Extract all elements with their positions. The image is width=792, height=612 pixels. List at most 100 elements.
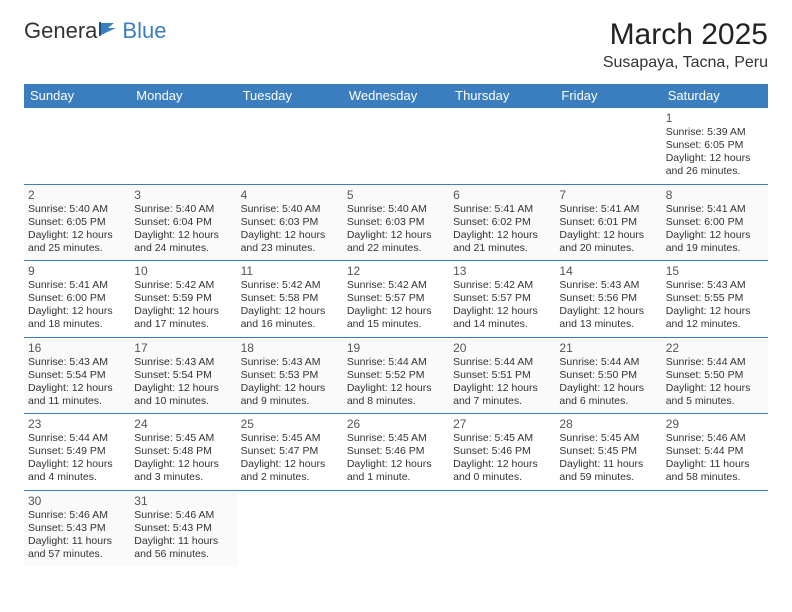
sunset-text: Sunset: 6:04 PM — [134, 216, 232, 229]
daylight-text-2: and 15 minutes. — [347, 318, 445, 331]
header: Genera Blue March 2025 Susapaya, Tacna, … — [24, 18, 768, 72]
empty-cell — [555, 490, 661, 566]
day-cell: 12Sunrise: 5:42 AMSunset: 5:57 PMDayligh… — [343, 261, 449, 338]
sunrise-text: Sunrise: 5:44 AM — [559, 356, 657, 369]
daylight-text-2: and 1 minute. — [347, 471, 445, 484]
sunset-text: Sunset: 5:48 PM — [134, 445, 232, 458]
sunrise-text: Sunrise: 5:45 AM — [134, 432, 232, 445]
daylight-text-1: Daylight: 12 hours — [241, 382, 339, 395]
logo-text-blue: Blue — [122, 18, 166, 44]
daylight-text-1: Daylight: 12 hours — [134, 229, 232, 242]
daylight-text-2: and 26 minutes. — [666, 165, 764, 178]
day-cell: 8Sunrise: 5:41 AMSunset: 6:00 PMDaylight… — [662, 184, 768, 261]
daylight-text-2: and 18 minutes. — [28, 318, 126, 331]
sunset-text: Sunset: 5:53 PM — [241, 369, 339, 382]
day-number: 20 — [453, 341, 551, 355]
day-number: 8 — [666, 188, 764, 202]
day-number: 3 — [134, 188, 232, 202]
sunrise-text: Sunrise: 5:41 AM — [559, 203, 657, 216]
sunrise-text: Sunrise: 5:42 AM — [241, 279, 339, 292]
empty-cell — [662, 490, 768, 566]
sunrise-text: Sunrise: 5:44 AM — [453, 356, 551, 369]
sunrise-text: Sunrise: 5:41 AM — [453, 203, 551, 216]
daylight-text-1: Daylight: 12 hours — [241, 305, 339, 318]
day-number: 29 — [666, 417, 764, 431]
daylight-text-2: and 59 minutes. — [559, 471, 657, 484]
daylight-text-2: and 10 minutes. — [134, 395, 232, 408]
sunset-text: Sunset: 5:47 PM — [241, 445, 339, 458]
day-number: 19 — [347, 341, 445, 355]
day-number: 27 — [453, 417, 551, 431]
day-cell: 29Sunrise: 5:46 AMSunset: 5:44 PMDayligh… — [662, 414, 768, 491]
sunset-text: Sunset: 5:43 PM — [28, 522, 126, 535]
sunrise-text: Sunrise: 5:45 AM — [559, 432, 657, 445]
day-cell: 9Sunrise: 5:41 AMSunset: 6:00 PMDaylight… — [24, 261, 130, 338]
daylight-text-1: Daylight: 12 hours — [241, 229, 339, 242]
daylight-text-1: Daylight: 12 hours — [453, 229, 551, 242]
day-number: 25 — [241, 417, 339, 431]
sunrise-text: Sunrise: 5:42 AM — [347, 279, 445, 292]
daylight-text-2: and 22 minutes. — [347, 242, 445, 255]
sunset-text: Sunset: 5:46 PM — [453, 445, 551, 458]
daylight-text-2: and 24 minutes. — [134, 242, 232, 255]
sunrise-text: Sunrise: 5:43 AM — [559, 279, 657, 292]
daylight-text-2: and 7 minutes. — [453, 395, 551, 408]
daylight-text-2: and 56 minutes. — [134, 548, 232, 561]
daylight-text-1: Daylight: 12 hours — [134, 458, 232, 471]
day-number: 14 — [559, 264, 657, 278]
day-cell: 27Sunrise: 5:45 AMSunset: 5:46 PMDayligh… — [449, 414, 555, 491]
sunset-text: Sunset: 5:44 PM — [666, 445, 764, 458]
daylight-text-1: Daylight: 11 hours — [134, 535, 232, 548]
day-cell: 6Sunrise: 5:41 AMSunset: 6:02 PMDaylight… — [449, 184, 555, 261]
day-cell: 31Sunrise: 5:46 AMSunset: 5:43 PMDayligh… — [130, 490, 236, 566]
day-cell: 7Sunrise: 5:41 AMSunset: 6:01 PMDaylight… — [555, 184, 661, 261]
empty-cell — [237, 490, 343, 566]
day-cell: 26Sunrise: 5:45 AMSunset: 5:46 PMDayligh… — [343, 414, 449, 491]
day-cell: 2Sunrise: 5:40 AMSunset: 6:05 PMDaylight… — [24, 184, 130, 261]
col-saturday: Saturday — [662, 84, 768, 108]
calendar-body: 1Sunrise: 5:39 AMSunset: 6:05 PMDaylight… — [24, 108, 768, 567]
sunrise-text: Sunrise: 5:44 AM — [666, 356, 764, 369]
day-number: 2 — [28, 188, 126, 202]
daylight-text-2: and 6 minutes. — [559, 395, 657, 408]
daylight-text-2: and 8 minutes. — [347, 395, 445, 408]
daylight-text-1: Daylight: 12 hours — [666, 305, 764, 318]
location-text: Susapaya, Tacna, Peru — [603, 54, 768, 72]
day-cell: 11Sunrise: 5:42 AMSunset: 5:58 PMDayligh… — [237, 261, 343, 338]
day-cell: 10Sunrise: 5:42 AMSunset: 5:59 PMDayligh… — [130, 261, 236, 338]
daylight-text-2: and 2 minutes. — [241, 471, 339, 484]
sunset-text: Sunset: 6:00 PM — [28, 292, 126, 305]
empty-cell — [555, 108, 661, 185]
day-cell: 18Sunrise: 5:43 AMSunset: 5:53 PMDayligh… — [237, 337, 343, 414]
daylight-text-1: Daylight: 11 hours — [28, 535, 126, 548]
sunset-text: Sunset: 5:52 PM — [347, 369, 445, 382]
day-cell: 19Sunrise: 5:44 AMSunset: 5:52 PMDayligh… — [343, 337, 449, 414]
sunrise-text: Sunrise: 5:41 AM — [28, 279, 126, 292]
day-cell: 30Sunrise: 5:46 AMSunset: 5:43 PMDayligh… — [24, 490, 130, 566]
daylight-text-1: Daylight: 12 hours — [134, 305, 232, 318]
daylight-text-2: and 16 minutes. — [241, 318, 339, 331]
day-cell: 3Sunrise: 5:40 AMSunset: 6:04 PMDaylight… — [130, 184, 236, 261]
daylight-text-1: Daylight: 12 hours — [559, 382, 657, 395]
sunrise-text: Sunrise: 5:45 AM — [453, 432, 551, 445]
day-cell: 17Sunrise: 5:43 AMSunset: 5:54 PMDayligh… — [130, 337, 236, 414]
day-number: 21 — [559, 341, 657, 355]
sunrise-text: Sunrise: 5:46 AM — [134, 509, 232, 522]
sunset-text: Sunset: 5:58 PM — [241, 292, 339, 305]
empty-cell — [24, 108, 130, 185]
day-cell: 1Sunrise: 5:39 AMSunset: 6:05 PMDaylight… — [662, 108, 768, 185]
daylight-text-2: and 58 minutes. — [666, 471, 764, 484]
daylight-text-2: and 13 minutes. — [559, 318, 657, 331]
daylight-text-1: Daylight: 12 hours — [347, 229, 445, 242]
day-number: 9 — [28, 264, 126, 278]
sunset-text: Sunset: 5:50 PM — [666, 369, 764, 382]
daylight-text-1: Daylight: 12 hours — [666, 152, 764, 165]
daylight-text-2: and 4 minutes. — [28, 471, 126, 484]
day-number: 17 — [134, 341, 232, 355]
daylight-text-1: Daylight: 12 hours — [347, 458, 445, 471]
week-row: 16Sunrise: 5:43 AMSunset: 5:54 PMDayligh… — [24, 337, 768, 414]
logo-text-general: Genera — [24, 18, 97, 44]
day-number: 23 — [28, 417, 126, 431]
day-cell: 14Sunrise: 5:43 AMSunset: 5:56 PMDayligh… — [555, 261, 661, 338]
logo: Genera Blue — [24, 18, 166, 44]
